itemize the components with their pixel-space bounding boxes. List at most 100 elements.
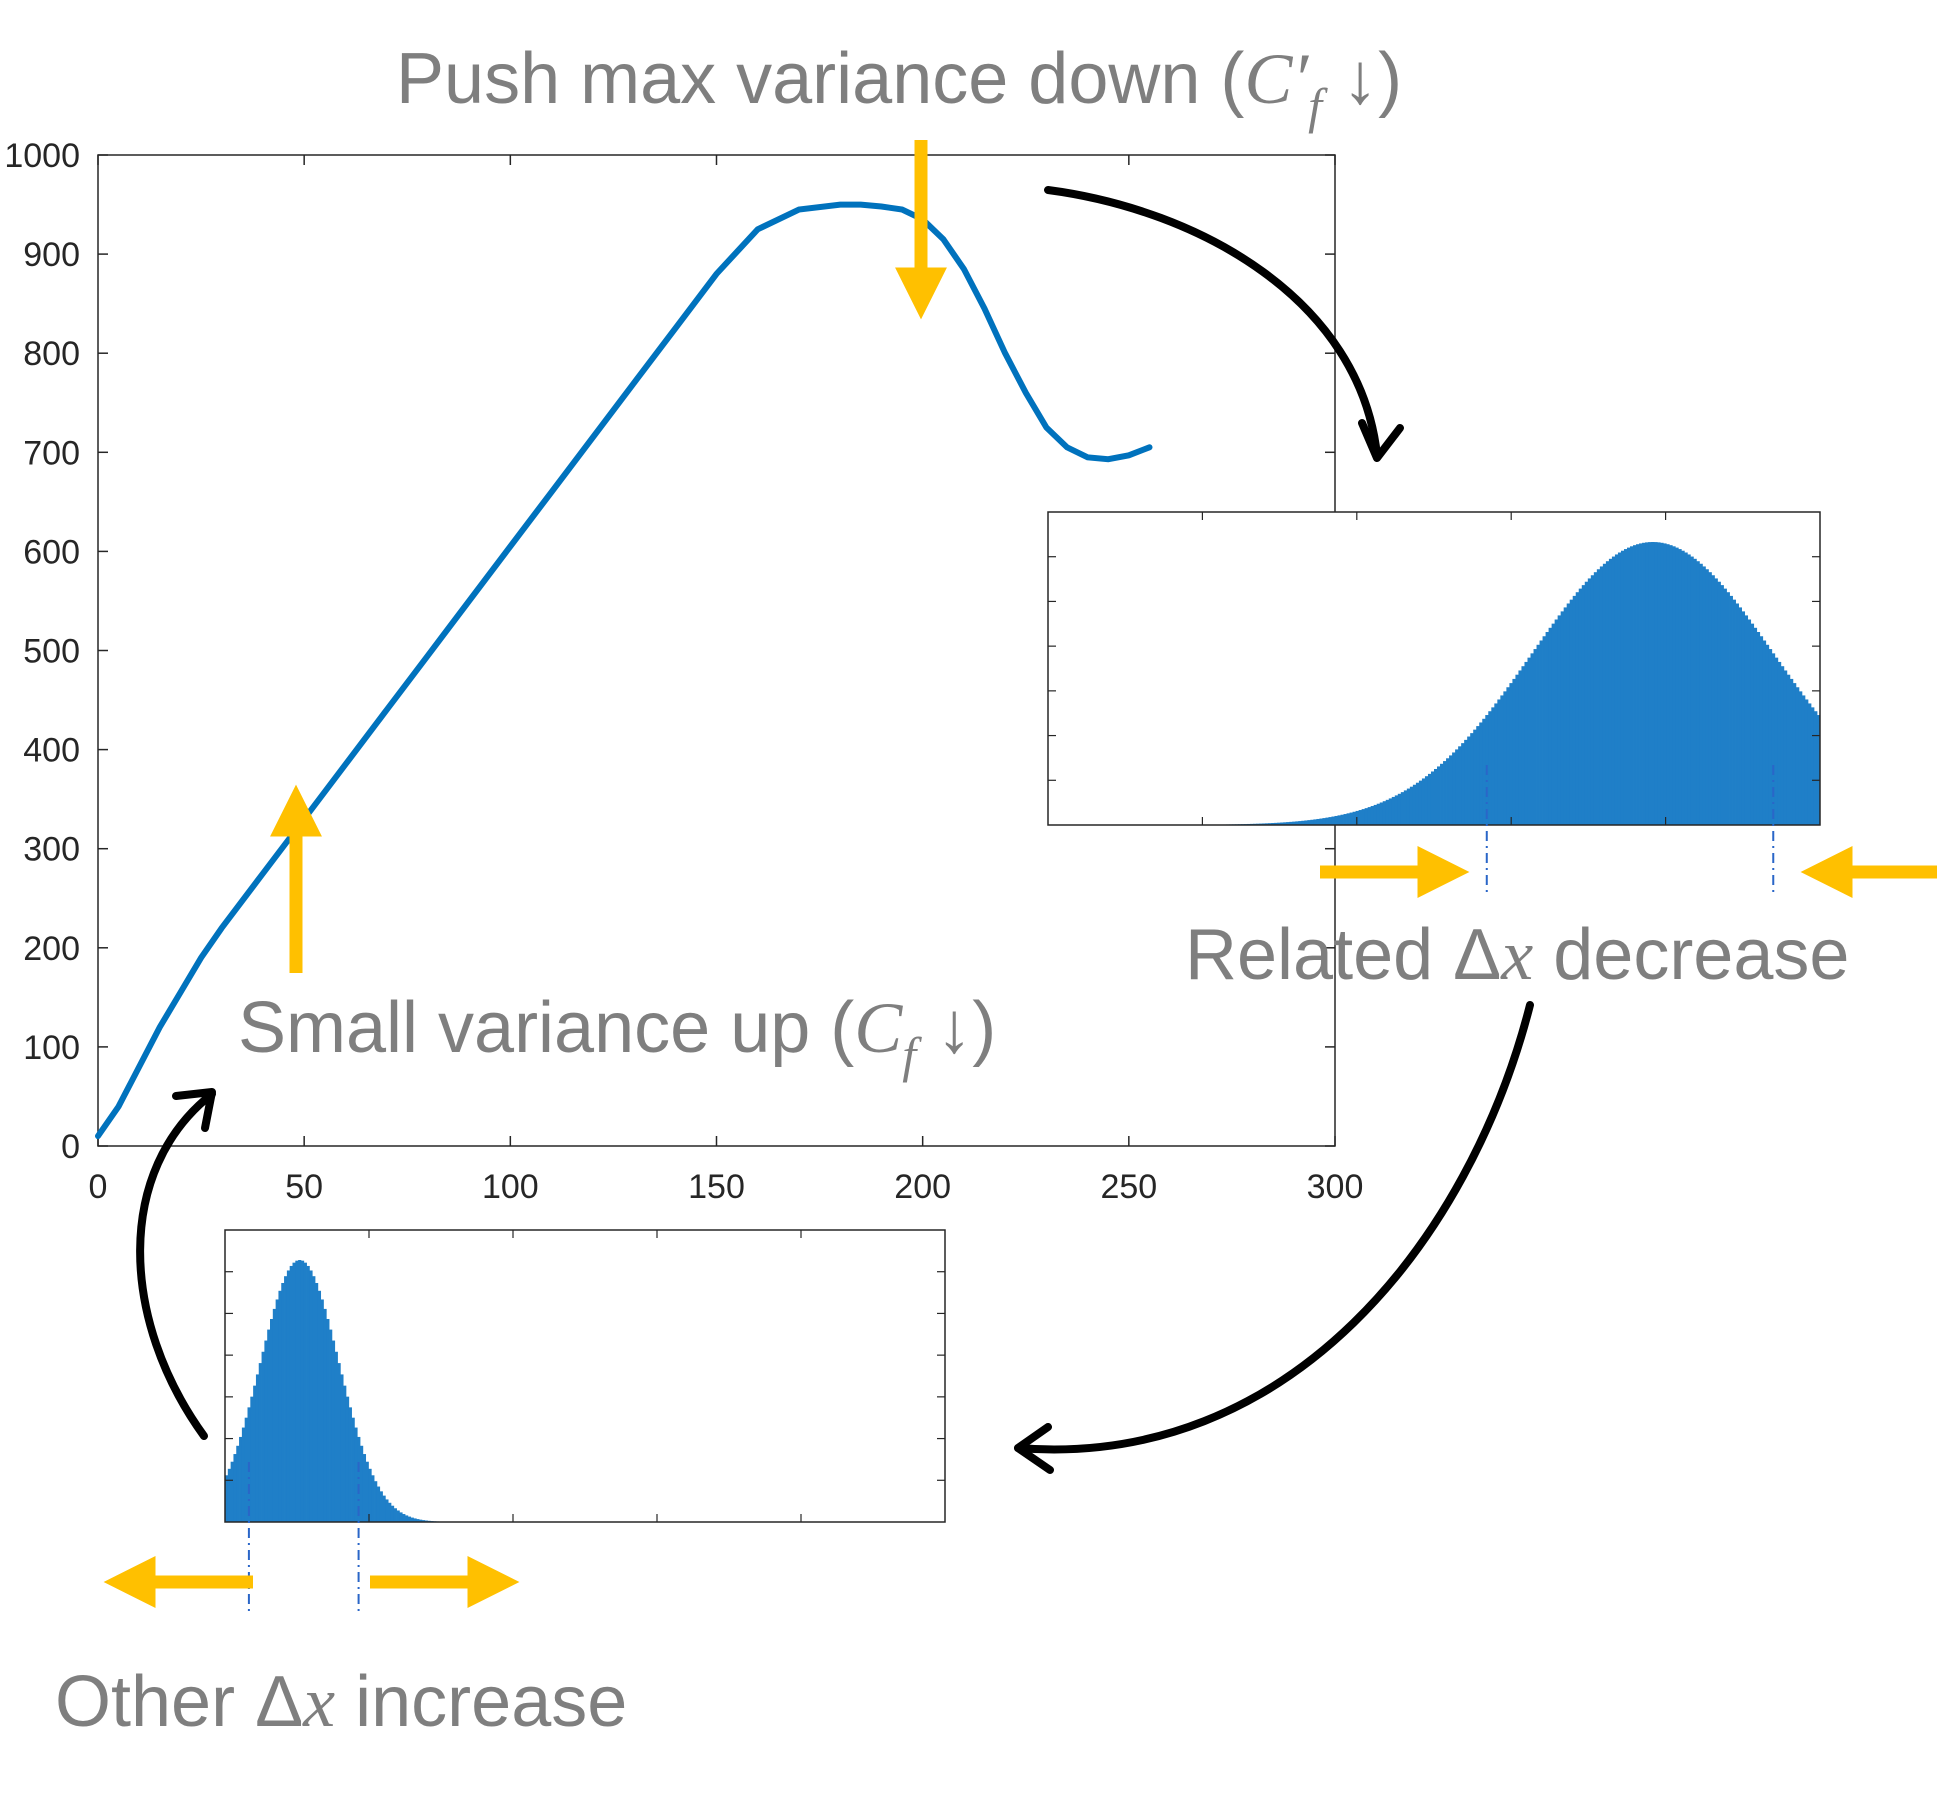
histogram-bar	[1412, 784, 1417, 825]
histogram-bar	[421, 1520, 426, 1522]
histogram-bar	[1687, 554, 1691, 825]
histogram-bar	[1388, 798, 1393, 825]
histogram-bar	[1283, 822, 1287, 825]
histogram-bar	[1292, 821, 1296, 825]
histogram-bar	[365, 1461, 369, 1522]
histogram-bar	[1696, 561, 1700, 825]
histogram-bar	[1774, 657, 1779, 825]
histogram-bar	[1623, 549, 1628, 825]
histogram-bar	[1274, 822, 1278, 825]
histogram-bar	[1560, 611, 1565, 825]
histogram-other-ticks	[225, 1230, 945, 1522]
histogram-bar	[1382, 801, 1387, 825]
histogram-bar	[1756, 632, 1761, 825]
histogram-bar	[230, 1461, 234, 1522]
histogram-bar	[1693, 558, 1697, 825]
histogram-bar	[1735, 603, 1739, 825]
histogram-bar	[244, 1417, 248, 1522]
y-tick-label: 900	[23, 236, 80, 274]
histogram-bar	[306, 1265, 310, 1522]
histogram-bar	[1563, 607, 1568, 825]
histogram-bar	[1810, 707, 1815, 825]
annotation-other-math: x	[302, 1662, 335, 1742]
y-tick-label: 600	[23, 533, 80, 571]
histogram-bar	[1400, 792, 1405, 825]
histogram-bar	[1539, 640, 1543, 825]
histogram-other	[224, 1229, 946, 1615]
histogram-other-frame	[224, 1229, 946, 1523]
histogram-bar	[1512, 678, 1516, 825]
histogram-bar	[326, 1318, 330, 1522]
x-tick-label: 100	[482, 1168, 539, 1206]
histogram-bar	[312, 1276, 316, 1522]
histogram-bar	[1630, 546, 1634, 825]
histogram-bar	[419, 1519, 423, 1522]
histogram-bar	[267, 1329, 271, 1522]
annotation-push-max: Push max variance down (C′f ↓)	[396, 39, 1402, 134]
histogram-related	[1047, 511, 1821, 895]
histogram-bar	[1645, 542, 1649, 825]
histogram-bar	[1584, 581, 1589, 825]
histogram-bar	[1684, 552, 1688, 825]
histogram-bar	[1705, 569, 1709, 825]
histogram-bar	[323, 1308, 327, 1522]
histogram-bar	[1548, 627, 1553, 825]
histogram-bar	[1681, 550, 1685, 825]
histogram-bar	[1747, 619, 1752, 825]
histogram-bar	[1262, 823, 1266, 825]
histogram-bar	[351, 1417, 355, 1522]
histogram-bar	[1660, 542, 1664, 825]
histogram-bar	[1319, 818, 1323, 825]
histogram-bar	[337, 1363, 341, 1522]
histogram-bar	[1738, 607, 1742, 825]
histogram-bar	[1331, 816, 1335, 825]
histogram-bar	[1479, 722, 1483, 825]
histogram-bar	[253, 1385, 257, 1522]
histogram-bar	[258, 1363, 262, 1522]
annotation-push-max-math: C′	[1244, 39, 1309, 119]
curved-arrow-to-related	[1044, 186, 1381, 459]
histogram-bar	[1636, 544, 1640, 825]
histogram-bar	[1334, 815, 1338, 825]
histogram-bar	[1639, 543, 1643, 825]
histogram-bar	[1379, 802, 1384, 825]
histogram-bar	[1569, 599, 1574, 825]
histogram-other-bars	[225, 1260, 445, 1522]
histogram-bar	[1807, 703, 1812, 825]
histogram-bar	[1804, 699, 1809, 825]
histogram-bar	[1409, 786, 1414, 825]
x-tick-label: 300	[1307, 1168, 1364, 1206]
histogram-bar	[1669, 545, 1673, 825]
y-tick-label: 700	[23, 434, 80, 472]
histogram-bar	[1518, 670, 1522, 825]
annotation-related-tail: decrease	[1533, 915, 1849, 995]
histogram-bar	[1729, 595, 1733, 825]
histogram-bar	[334, 1351, 338, 1522]
histogram-bar	[340, 1374, 344, 1522]
histogram-bar	[1373, 804, 1378, 825]
main-chart-tick-labels: 0 50 100 150 200 250 300 0 100 200 300 400 500 600 700…	[4, 137, 1363, 1206]
histogram-bar	[1403, 790, 1408, 825]
histogram-bar	[1503, 691, 1507, 825]
annotation-other-tail: increase	[335, 1662, 627, 1742]
y-tick-label: 300	[23, 831, 80, 869]
histogram-bar	[1446, 758, 1450, 825]
histogram-bar	[1720, 585, 1724, 825]
histogram-bar	[1699, 563, 1703, 825]
annotation-small-variance: Small variance up (Cf ↓)	[238, 988, 996, 1083]
histogram-related-ticks	[1048, 512, 1820, 825]
histogram-bar	[382, 1495, 386, 1522]
histogram-bar	[1467, 736, 1471, 825]
x-tick-label: 150	[688, 1168, 745, 1206]
histogram-bar	[1593, 572, 1598, 825]
histogram-bar	[1816, 715, 1821, 825]
histogram-bar	[1678, 549, 1682, 825]
annotation-related-math: x	[1500, 915, 1533, 995]
annotation-push-max-tail: ↓)	[1322, 39, 1402, 119]
histogram-bar	[303, 1262, 307, 1522]
histogram-bar	[1307, 820, 1311, 825]
histogram-bar	[413, 1518, 417, 1522]
histogram-bar	[1663, 543, 1667, 825]
histogram-bar	[1533, 649, 1537, 825]
